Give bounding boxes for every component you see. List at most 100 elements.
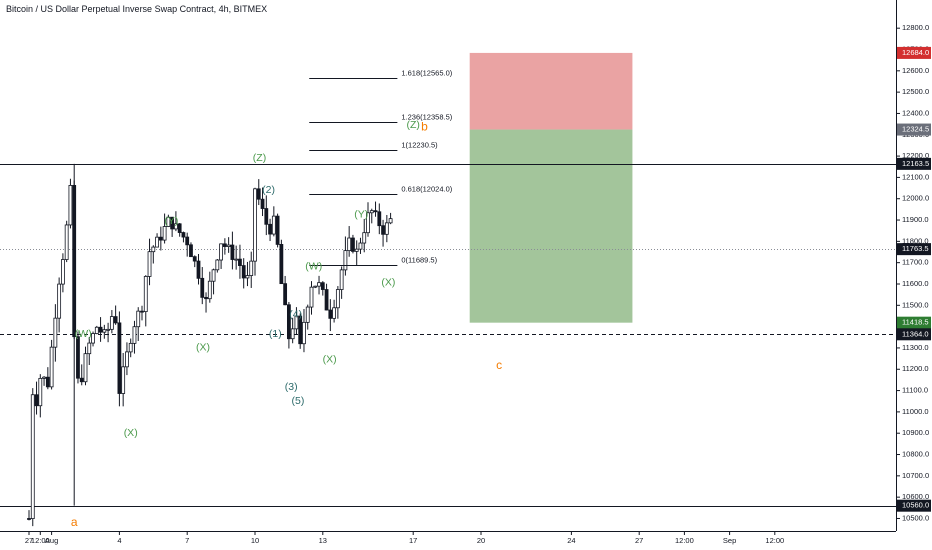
candle-body [192, 256, 197, 262]
candle-body [173, 223, 178, 230]
candle-body [362, 232, 367, 244]
candle-body [106, 328, 110, 331]
candle-body [181, 232, 186, 238]
candle-body [121, 366, 126, 394]
wave-label: (X) [381, 277, 395, 289]
price-tick-label: 11900.0 [902, 215, 929, 224]
candle-body [45, 376, 50, 388]
candle-body [61, 259, 65, 285]
candle-body [151, 246, 156, 253]
time-tick-label: 27 [25, 536, 33, 545]
price-tag [897, 499, 931, 512]
wave-label: c [496, 358, 502, 372]
price-tick-label: 12400.0 [902, 108, 929, 117]
time-tick-label: 13 [319, 536, 327, 545]
candle-body [211, 269, 216, 282]
price-axis[interactable]: 10500.0 10600.0 10700.0 10800.0 10900.0 11000… [896, 0, 929, 531]
time-tick-label: 12:00 [675, 536, 694, 545]
candle-body [83, 353, 88, 383]
chart-title: Bitcoin / US Dollar Perpetual Inverse Sw… [6, 4, 268, 14]
price-tick-label: 11600.0 [902, 279, 929, 288]
candle-body [347, 237, 352, 252]
price-tick-label: 12000.0 [902, 194, 929, 203]
wave-label: (Y) [354, 208, 368, 220]
candle-body [358, 242, 363, 250]
price-tag [897, 46, 931, 59]
candle-body [245, 275, 250, 279]
candle-body [189, 244, 193, 258]
wave-label: (5) [292, 395, 305, 407]
price-tag-label: 12684.0 [902, 48, 929, 57]
price-tick-label: 10700.0 [902, 471, 929, 480]
candle-body [343, 250, 348, 271]
price-tick-label: 11100.0 [902, 386, 928, 395]
candle-body [49, 346, 54, 388]
candle-body [305, 306, 310, 323]
fib-level-label: 1.236(12358.5) [401, 113, 452, 122]
candle-body [113, 316, 118, 324]
wave-label: a [71, 515, 78, 529]
candle-body [215, 259, 220, 271]
candle-body [373, 210, 378, 213]
candle-body [53, 317, 58, 348]
time-tick-label: 4 [117, 536, 121, 545]
candle-body [283, 283, 288, 306]
candle-body [72, 185, 77, 338]
wave-label: (W) [75, 328, 92, 340]
candle-body [158, 236, 163, 241]
candle-body [117, 322, 122, 394]
position-zones [469, 52, 633, 323]
candle-body [335, 289, 340, 309]
price-tag [897, 328, 931, 341]
price-tag-label: 12163.5 [902, 159, 929, 168]
price-tick-label: 12200.0 [902, 151, 929, 160]
time-tick-label: Aug [45, 536, 58, 545]
candle-body [42, 376, 46, 379]
candle-body [286, 304, 291, 340]
price-tags: 12684.0 12324.5 12163.5 11763.5 11418.5 11364… [897, 46, 931, 512]
wave-label: (Z) [406, 119, 419, 131]
candle-body [384, 222, 389, 235]
candle-body [128, 342, 133, 353]
candle-body [268, 223, 272, 235]
candle-body [264, 208, 269, 225]
candle-body [185, 236, 190, 246]
candle-body [132, 326, 137, 344]
candle-body [27, 518, 31, 520]
price-tick-label: 10900.0 [902, 428, 929, 437]
candle-body [177, 223, 182, 233]
candle-body [147, 251, 152, 277]
time-tick-label: 12:00 [31, 536, 50, 545]
candle-body [166, 216, 171, 227]
candle-body [241, 265, 246, 279]
candles [27, 178, 393, 527]
candle-body [253, 188, 257, 262]
candle-body [136, 310, 141, 328]
candle-body [87, 342, 92, 355]
candle-body [328, 309, 333, 319]
candle-body [238, 258, 242, 266]
fib-levels: 1.618(12565.0) 1.236(12358.5) 1(12230.5) 0.… [309, 69, 453, 266]
price-tag [897, 243, 931, 256]
stop-loss-zone [469, 52, 633, 130]
wave-label: (4) [289, 309, 302, 321]
candle-body [313, 285, 318, 288]
candle-body [162, 226, 167, 241]
price-tag-label: 11364.0 [902, 329, 929, 338]
candle-body [155, 236, 159, 248]
candle-body [226, 244, 231, 247]
candle-body [79, 377, 84, 383]
candle-body [260, 198, 265, 209]
price-tick-label: 11700.0 [902, 258, 929, 267]
candle-body [290, 328, 295, 340]
candle-body [207, 280, 212, 300]
candle-body [38, 377, 43, 407]
price-tag-label: 12324.5 [902, 125, 929, 134]
candle-body [125, 351, 129, 368]
candle-body [354, 248, 359, 252]
time-tick-label: 10 [251, 536, 259, 545]
candle-body [196, 260, 201, 279]
candle-body [102, 329, 107, 333]
